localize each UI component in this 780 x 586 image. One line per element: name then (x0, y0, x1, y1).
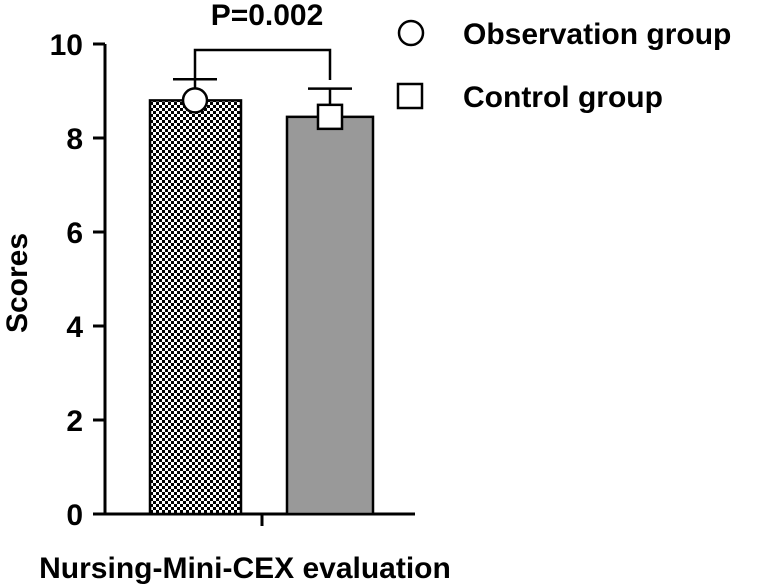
bars (148, 99, 375, 516)
legend-square-marker (396, 82, 424, 110)
legend-label-control: Control group (463, 81, 663, 114)
y-tick-label: 0 (66, 499, 83, 532)
y-tick-label: 10 (50, 29, 83, 62)
y-axis-ticks: 0 2 4 6 8 10 (50, 29, 105, 532)
marker-circle (181, 87, 209, 114)
y-tick-label: 2 (66, 405, 83, 438)
y-tick-label: 4 (66, 311, 83, 344)
x-axis-label: Nursing-Mini-CEX evaluation (39, 552, 451, 585)
marker-square (316, 103, 344, 131)
bar-observation (148, 99, 243, 516)
bar-control (285, 115, 375, 516)
y-axis-label: Scores (1, 233, 34, 333)
data-markers (181, 87, 344, 131)
legend: Observation group Control group (396, 18, 731, 114)
legend-label-observation: Observation group (463, 18, 731, 51)
y-tick-label: 8 (66, 123, 83, 156)
p-value-annotation: P=0.002 (211, 0, 324, 32)
y-tick-label: 6 (66, 217, 83, 250)
legend-circle-marker (397, 19, 425, 47)
significance-bracket (193, 48, 332, 80)
